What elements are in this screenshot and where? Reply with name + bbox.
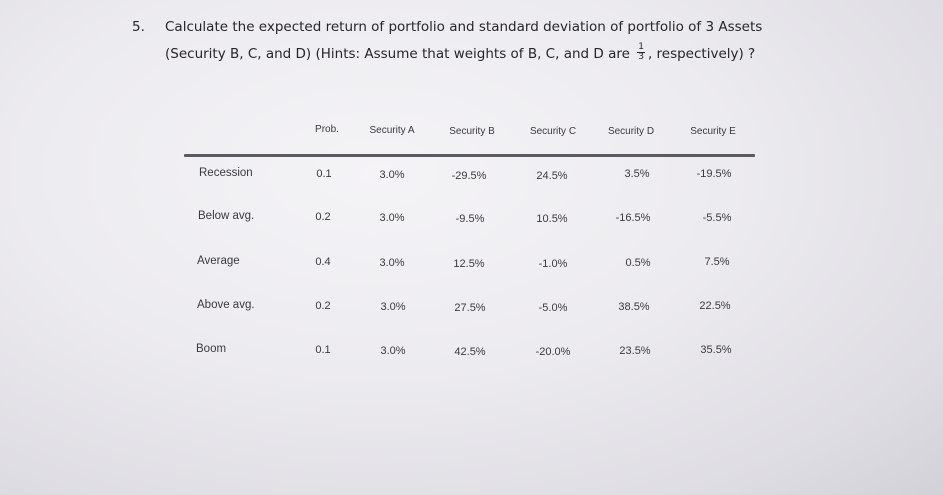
row-label-recession: Recession xyxy=(199,167,253,179)
table-cell: 3.0% xyxy=(380,301,406,313)
fraction-numerator: 1 xyxy=(637,41,645,53)
question-line-2-text: (Security B, C, and D) (Hints: Assume th… xyxy=(165,46,630,62)
table-cell: 38.5% xyxy=(618,301,650,313)
row-label-boom: Boom xyxy=(196,343,227,355)
question-number: 5. xyxy=(132,19,145,35)
table-cell: 35.5% xyxy=(700,344,732,356)
question-line-1-text: Calculate the expected return of portfol… xyxy=(165,19,763,35)
table-cell: -5.5% xyxy=(702,212,732,224)
row-label-above-avg: Above avg. xyxy=(197,299,255,311)
table-cell: 10.5% xyxy=(536,213,568,225)
table-cell: -5.0% xyxy=(538,302,568,314)
table-cell: -1.0% xyxy=(538,258,568,270)
table-cell: 42.5% xyxy=(454,346,486,358)
table-cell: 0.4 xyxy=(315,256,331,268)
question-line-1: 5. Calculate the expected return of portf… xyxy=(132,14,762,40)
header-security-d: Security D xyxy=(607,126,655,137)
question-line-2-end: , respectively) ? xyxy=(647,46,756,62)
table-cell: 0.2 xyxy=(315,211,331,223)
table-cell: 22.5% xyxy=(699,300,731,312)
fraction-one-third: 1 3 xyxy=(637,41,645,62)
table-cell: -19.5% xyxy=(696,168,732,180)
table-cell: 0.1 xyxy=(316,168,332,180)
table-cell: 7.5% xyxy=(704,256,730,268)
fraction-denominator: 3 xyxy=(638,51,644,62)
table-cell: 12.5% xyxy=(453,258,485,270)
table-cell: 0.2 xyxy=(315,300,331,312)
header-rule xyxy=(184,154,755,157)
table-cell: -20.0% xyxy=(535,346,571,358)
table-cell: 3.0% xyxy=(379,212,405,224)
table-cell: -9.5% xyxy=(455,213,485,225)
table-cell: -29.5% xyxy=(451,170,487,182)
header-security-c: Security C xyxy=(529,126,577,137)
table-cell: 27.5% xyxy=(454,302,486,314)
table-cell: -16.5% xyxy=(615,212,651,224)
row-label-average: Average xyxy=(197,255,240,267)
table-cell: 0.1 xyxy=(315,344,331,356)
header-security-e: Security E xyxy=(690,126,736,137)
table-cell: 23.5% xyxy=(619,345,651,357)
table-cell: 3.0% xyxy=(379,257,405,269)
header-security-a: Security A xyxy=(369,125,415,136)
row-label-below-avg: Below avg. xyxy=(198,210,255,222)
table-cell: 3.0% xyxy=(380,345,406,357)
table-cell: 3.0% xyxy=(379,169,405,181)
table-cell: 24.5% xyxy=(536,170,568,182)
question-line-2: (Security B, C, and D) (Hints: Assume th… xyxy=(165,41,755,67)
table-cell: 3.5% xyxy=(624,168,650,180)
table-cell: 0.5% xyxy=(625,257,651,269)
header-security-b: Security B xyxy=(449,126,495,137)
header-prob: Prob. xyxy=(315,124,339,135)
